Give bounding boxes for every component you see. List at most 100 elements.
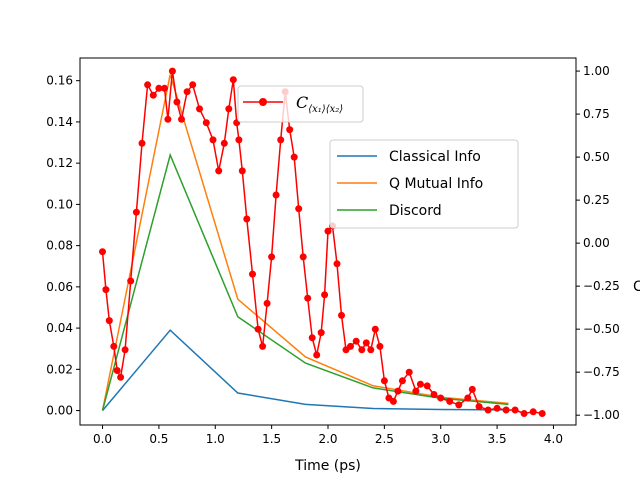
- correlation-point: [178, 115, 185, 123]
- left-y-tick-label: 0.04: [46, 321, 73, 335]
- correlation-point: [243, 215, 251, 223]
- correlation-point: [362, 339, 370, 347]
- correlation-point: [225, 105, 233, 113]
- correlation-point: [520, 410, 528, 417]
- correlation-point: [127, 277, 135, 285]
- correlation-point: [295, 205, 303, 213]
- x-tick-label: 3.0: [431, 432, 450, 446]
- left-axis-series-layer: [101, 74, 509, 412]
- left-y-tick-label: 0.00: [46, 404, 73, 418]
- right-y-axis-title: C: [633, 279, 640, 295]
- right-y-tick-label: 0.25: [583, 193, 610, 207]
- correlation-point: [502, 406, 510, 414]
- left-y-axis: 0.00 0.02 0.04 0.06 0.08 0.10 0.12 0.14 0.16: [46, 74, 80, 418]
- correlation-point: [376, 342, 384, 350]
- correlation-point: [215, 167, 223, 175]
- left-y-tick-label: 0.16: [46, 74, 73, 88]
- correlation-point: [317, 329, 325, 337]
- right-y-tick-label: −1.00: [583, 408, 620, 422]
- legend-discord-label: Discord: [389, 203, 442, 219]
- correlation-point: [249, 270, 256, 278]
- correlation-point: [144, 81, 152, 89]
- x-tick-label: 4.0: [544, 432, 563, 446]
- correlation-point: [324, 227, 332, 235]
- correlation-point: [484, 406, 492, 414]
- right-y-axis: −1.00 −0.75 −0.50 −0.25 0.00 0.25 0.50 0.75 1.00: [576, 64, 620, 422]
- correlation-point: [138, 139, 146, 147]
- correlation-point: [105, 317, 113, 325]
- correlation-point: [202, 119, 210, 127]
- correlation-point: [102, 286, 110, 294]
- correlation-point: [464, 394, 472, 402]
- correlation-point: [437, 394, 445, 402]
- correlation-point: [132, 208, 140, 216]
- x-axis-title: Time (ps): [294, 458, 361, 474]
- correlation-point: [268, 253, 276, 261]
- correlation-point: [168, 67, 176, 75]
- right-y-tick-label: 0.75: [583, 107, 610, 121]
- right-y-tick-label: 1.00: [583, 64, 610, 78]
- legend-qmi-label: Q Mutual Info: [389, 176, 483, 192]
- x-tick-label: 1.5: [262, 432, 281, 446]
- correlation-point: [394, 387, 402, 395]
- correlation-point: [277, 136, 285, 144]
- correlation-point: [529, 408, 537, 416]
- correlation-point: [220, 139, 228, 147]
- left-y-tick-label: 0.10: [46, 197, 73, 211]
- correlation-point: [155, 84, 163, 92]
- correlation-point: [475, 403, 483, 411]
- correlation-point: [161, 84, 168, 92]
- left-y-tick-label: 0.14: [46, 115, 73, 129]
- correlation-point: [338, 311, 345, 319]
- correlation-point: [173, 98, 181, 106]
- correlation-point: [405, 368, 413, 376]
- correlation-point: [308, 334, 316, 342]
- right-y-tick-label: 0.00: [583, 236, 610, 250]
- legend-right-axis: C⟨x₁⟩⟨x₂⟩: [237, 85, 364, 123]
- series-line-classical-info: [101, 329, 509, 412]
- correlation-point: [290, 153, 298, 161]
- correlation-point: [430, 391, 438, 398]
- legend-classical-label: Classical Info: [389, 149, 481, 165]
- correlation-point: [164, 115, 172, 123]
- correlation-point: [380, 377, 388, 385]
- correlation-point: [358, 346, 366, 354]
- correlation-point: [189, 81, 197, 89]
- correlation-point: [412, 387, 420, 395]
- correlation-point: [511, 406, 519, 414]
- correlation-point: [371, 325, 379, 333]
- x-tick-label: 0.5: [149, 432, 168, 446]
- correlation-point: [398, 377, 406, 385]
- correlation-point: [209, 136, 217, 144]
- x-tick-label: 2.0: [318, 432, 337, 446]
- correlation-point: [313, 351, 321, 359]
- correlation-point: [259, 342, 267, 350]
- correlation-point: [110, 342, 118, 350]
- correlation-point: [286, 126, 294, 134]
- legend-correlation-marker: [259, 98, 267, 106]
- correlation-point: [113, 367, 121, 374]
- correlation-point: [347, 342, 354, 350]
- left-y-tick-label: 0.12: [46, 156, 73, 170]
- correlation-point: [238, 167, 246, 175]
- right-axis-series-layer: [99, 67, 546, 417]
- x-axis: 0.0 0.5 1.0 1.5 2.0 2.5 3.0 3.5 4.0: [93, 425, 563, 446]
- legend-left-frame: [329, 139, 519, 229]
- correlation-point: [321, 291, 329, 299]
- correlation-point: [117, 373, 125, 381]
- x-tick-label: 3.5: [488, 432, 507, 446]
- correlation-point: [455, 401, 463, 409]
- series-line-q-mutual-info: [101, 74, 509, 411]
- legend-correlation-label: C⟨x₁⟩⟨x₂⟩: [296, 93, 343, 115]
- correlation-point: [389, 397, 397, 405]
- legend-right-frame: [237, 85, 364, 123]
- left-y-tick-label: 0.02: [46, 362, 73, 376]
- correlation-point: [416, 380, 424, 388]
- correlation-point: [423, 382, 431, 390]
- right-y-tick-label: −0.25: [583, 279, 620, 293]
- x-tick-label: 0.0: [93, 432, 112, 446]
- right-y-tick-label: 0.50: [583, 150, 610, 164]
- correlation-point: [229, 76, 237, 84]
- correlation-point: [263, 299, 271, 307]
